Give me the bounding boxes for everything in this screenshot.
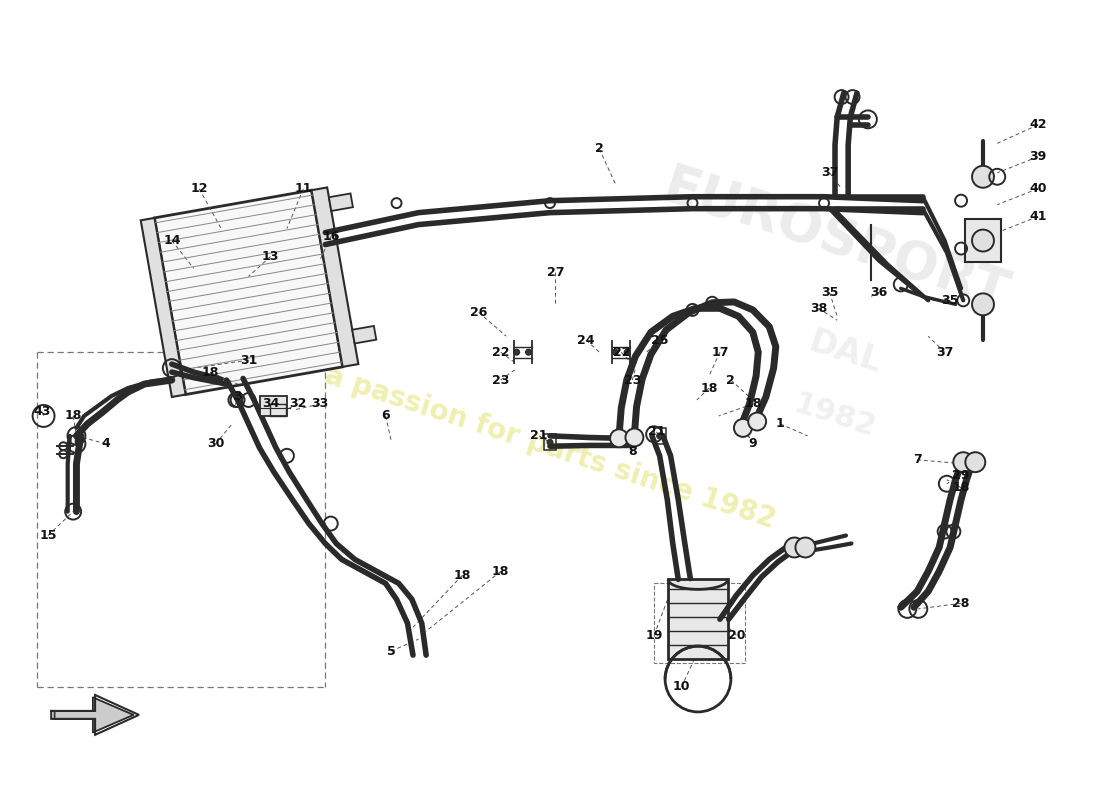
Text: 37: 37	[821, 166, 838, 179]
Text: 25: 25	[651, 334, 669, 346]
Text: 5: 5	[387, 645, 395, 658]
Text: 34: 34	[262, 398, 279, 410]
Text: 6: 6	[382, 410, 389, 422]
Text: 7: 7	[913, 454, 922, 466]
Text: 12: 12	[190, 182, 208, 195]
Text: 31: 31	[240, 354, 257, 366]
Circle shape	[784, 538, 804, 558]
Circle shape	[610, 430, 628, 447]
Text: 35: 35	[942, 294, 959, 307]
Text: 19: 19	[646, 629, 663, 642]
Text: 9: 9	[748, 438, 757, 450]
Bar	[965, 218, 1001, 262]
Text: 1982: 1982	[790, 389, 880, 443]
Text: 42: 42	[1030, 118, 1046, 131]
Text: 20: 20	[727, 629, 745, 642]
Text: a passion for parts since 1982: a passion for parts since 1982	[321, 362, 779, 534]
Bar	[653, 428, 666, 444]
Text: 1: 1	[776, 418, 784, 430]
Text: 8: 8	[628, 446, 637, 458]
Text: 29: 29	[953, 470, 970, 482]
Text: 16: 16	[322, 230, 340, 243]
Text: 18: 18	[453, 569, 471, 582]
Text: 11: 11	[295, 182, 312, 195]
Bar	[668, 579, 728, 659]
Circle shape	[972, 294, 994, 315]
Text: 18: 18	[201, 366, 219, 378]
Text: 4: 4	[101, 438, 110, 450]
Text: 2: 2	[595, 142, 604, 155]
Text: 22: 22	[492, 346, 509, 358]
Circle shape	[972, 230, 994, 251]
Bar	[271, 404, 286, 416]
Circle shape	[514, 349, 519, 355]
Circle shape	[613, 349, 618, 355]
Circle shape	[795, 538, 815, 558]
Text: DAL: DAL	[805, 325, 887, 379]
Bar	[544, 434, 556, 450]
Text: 37: 37	[936, 346, 954, 358]
Circle shape	[972, 166, 994, 188]
Text: 30: 30	[207, 438, 224, 450]
Text: 18: 18	[744, 398, 761, 410]
Text: 18: 18	[65, 410, 81, 422]
Circle shape	[966, 452, 986, 472]
Text: 24: 24	[578, 334, 595, 346]
Text: 38: 38	[810, 302, 827, 315]
Circle shape	[657, 433, 662, 439]
Bar	[154, 190, 342, 394]
Text: 17: 17	[712, 346, 728, 358]
Circle shape	[954, 452, 974, 472]
Text: 41: 41	[1030, 210, 1046, 223]
Bar	[329, 194, 353, 211]
Circle shape	[626, 429, 644, 446]
Bar	[654, 583, 745, 663]
Polygon shape	[55, 698, 133, 733]
Text: 14: 14	[163, 234, 180, 247]
Text: 35: 35	[821, 286, 838, 299]
Text: 18: 18	[953, 481, 970, 494]
Text: 40: 40	[1030, 182, 1046, 195]
Text: 43: 43	[34, 406, 52, 418]
Text: 18: 18	[492, 565, 509, 578]
Circle shape	[748, 413, 766, 430]
Text: 13: 13	[262, 250, 279, 263]
Text: 23: 23	[492, 374, 509, 386]
Text: 33: 33	[311, 398, 329, 410]
Text: 18: 18	[701, 382, 717, 394]
Text: 2: 2	[726, 374, 735, 386]
Text: 3: 3	[233, 390, 242, 402]
Bar	[311, 187, 359, 367]
Circle shape	[526, 349, 531, 355]
Bar	[260, 396, 287, 416]
Circle shape	[547, 439, 553, 446]
Text: 23: 23	[624, 374, 641, 386]
Text: EUROSPORT: EUROSPORT	[656, 160, 1014, 321]
Text: 32: 32	[289, 398, 307, 410]
Bar	[352, 326, 376, 343]
Text: 21: 21	[648, 426, 666, 438]
Text: 36: 36	[870, 286, 888, 299]
Text: 15: 15	[40, 529, 57, 542]
Text: 26: 26	[470, 306, 487, 319]
Text: 21: 21	[530, 430, 548, 442]
Bar	[141, 218, 186, 397]
Circle shape	[624, 349, 630, 355]
Text: 28: 28	[953, 597, 970, 610]
Text: 39: 39	[1030, 150, 1046, 163]
Circle shape	[734, 419, 752, 437]
Text: 22: 22	[613, 346, 630, 358]
Text: 10: 10	[673, 681, 691, 694]
Text: 27: 27	[547, 266, 564, 279]
